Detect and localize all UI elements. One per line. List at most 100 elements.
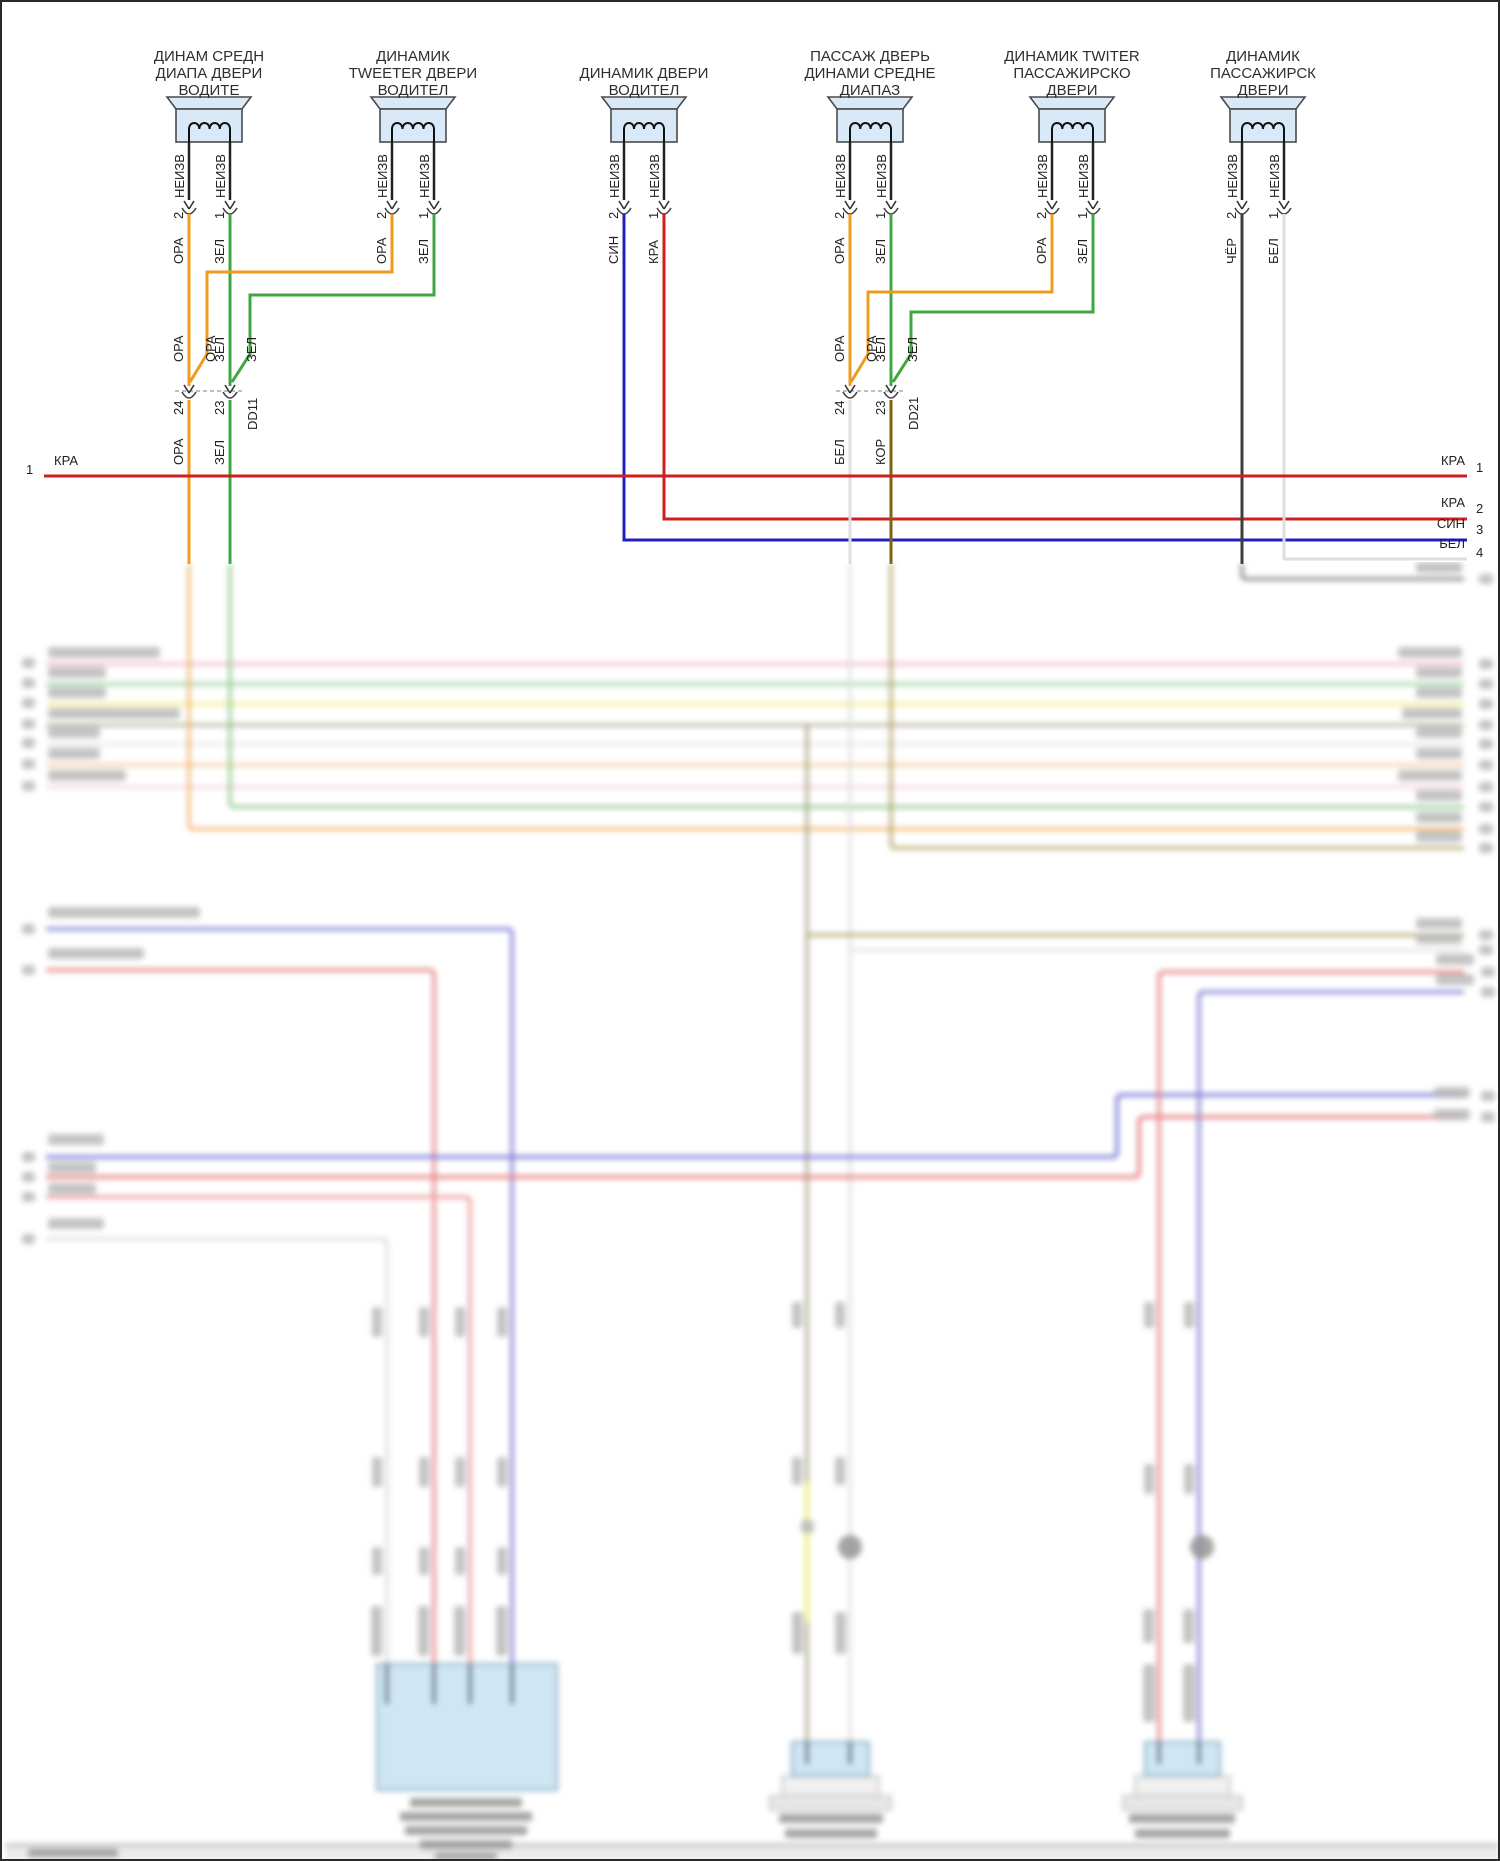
blurred-label-blob — [1416, 727, 1462, 738]
wire-color-label: ОРА — [374, 237, 389, 264]
blurred-label-blob — [1479, 699, 1493, 709]
bus-number-right: 1 — [1476, 460, 1484, 475]
bus-label-right: КРА — [1440, 495, 1465, 510]
blurred-label-blob — [1479, 802, 1493, 812]
blurred-label-blob — [372, 1307, 382, 1337]
blurred-label-blob — [48, 948, 144, 959]
blurred-label-blob — [372, 1547, 382, 1575]
blurred-label-blob — [1479, 739, 1493, 749]
blurred-label-blob — [22, 719, 35, 729]
blurred-label-blob — [1479, 760, 1493, 770]
blurred-label-blob — [1481, 967, 1495, 977]
blurred-label-blob — [372, 1457, 382, 1487]
blurred-label-blob — [22, 658, 35, 668]
speaker-title: ДИНАМИК — [1226, 48, 1300, 65]
blurred-label-blob — [22, 1234, 35, 1244]
bus-label-right: БЕЛ — [1439, 536, 1465, 551]
blurred-text-blob — [400, 1812, 532, 1821]
blurred-label-blob — [801, 1520, 814, 1533]
blurred-label-blob — [1402, 708, 1462, 719]
speaker-title: ДИАПАЗ — [839, 82, 901, 99]
blurred-label-blob — [48, 748, 100, 759]
blurred-label-blob — [1434, 1109, 1470, 1120]
blurred-label-blob — [1479, 945, 1493, 955]
blurred-label-blob — [48, 1183, 96, 1194]
component-box-1 — [376, 1663, 558, 1791]
blurred-label-blob — [1183, 1609, 1194, 1643]
blurred-label-blob — [22, 698, 35, 708]
splice-node — [838, 1535, 862, 1559]
blurred-label-blob — [1144, 1464, 1154, 1494]
blurred-label-blob — [22, 1192, 35, 1202]
blurred-label-blob — [455, 1547, 465, 1575]
blurred-region — [2, 562, 1498, 1859]
blurred-label-blob — [1416, 790, 1462, 801]
blurred-label-blob — [792, 1302, 802, 1328]
blurred-label-blob — [1184, 1464, 1194, 1494]
blurred-label-blob — [22, 1172, 35, 1182]
wire-color-label: ОРА — [171, 438, 186, 465]
blurred-label-blob — [1481, 987, 1495, 997]
blurred-label-blob — [48, 770, 126, 781]
blurred-label-blob — [419, 1547, 429, 1575]
blurred-label-blob — [497, 1307, 507, 1337]
blurred-label-blob — [1143, 1664, 1155, 1722]
blurred-text-blob — [779, 1814, 883, 1823]
connector-dd21-symbol — [836, 384, 905, 399]
blurred-label-blob — [1183, 1664, 1195, 1722]
wire-color-label: ОРА — [1034, 237, 1049, 264]
speaker-title: ДИНАМИК TWITER — [1004, 48, 1140, 65]
connector-dd11-symbol — [175, 384, 244, 399]
connector-name-label: DD21 — [906, 396, 921, 430]
blurred-label-blob — [1481, 1091, 1495, 1101]
blurred-label-blob — [1416, 812, 1462, 823]
speaker-title: ПАССАЖ ДВЕРЬ — [810, 48, 930, 65]
blurred-label-blob — [792, 1457, 802, 1485]
blurred-label-blob — [48, 727, 100, 738]
blurred-label-blob — [418, 1606, 429, 1656]
wire-zel-spk5 — [891, 214, 1095, 383]
component-box-3 — [1122, 1741, 1243, 1811]
blurred-label-blob — [1481, 1112, 1495, 1122]
blurred-label-blob — [1416, 933, 1462, 944]
wire-color-label: КРА — [646, 239, 661, 264]
blurred-text-blob — [1135, 1829, 1230, 1838]
blurred-label-blob — [1436, 954, 1474, 965]
wire-color-label: ЗЕЛ — [873, 238, 888, 264]
blurred-label-blob — [1436, 974, 1474, 985]
wire-ora-spk5 — [849, 214, 1054, 383]
blurred-label-blob — [792, 1612, 803, 1654]
blurred-label-blob — [1416, 667, 1462, 678]
blurred-label-blob — [1416, 562, 1462, 573]
bus-label-left: КРА — [54, 453, 79, 468]
blurred-label-blob — [1479, 574, 1493, 584]
speaker-title: ПАССАЖИРСКО — [1013, 65, 1131, 82]
speaker-title: ВОДИТЕЛ — [608, 82, 680, 99]
blurred-text-blob — [420, 1840, 512, 1849]
blurred-label-blob — [835, 1457, 845, 1485]
bus-label-right: КРА — [1440, 453, 1465, 468]
speaker-title: ДИНАМ СРЕДН — [153, 48, 265, 65]
blurred-label-blob — [1184, 1302, 1194, 1328]
blurred-label-blob — [48, 708, 180, 719]
speaker-title: ДИАПА ДВЕРИ — [155, 65, 263, 82]
blurred-label-blob — [48, 1134, 104, 1145]
blurred-label-blob — [1144, 1302, 1154, 1328]
blurred-label-blob — [1416, 831, 1462, 842]
speaker-symbol-3 — [600, 96, 688, 200]
blurred-label-blob — [22, 1152, 35, 1162]
connector-name-label: DD11 — [245, 397, 260, 430]
blurred-label-blob — [1398, 770, 1462, 781]
blurred-label-blob — [497, 1547, 507, 1575]
wire-sin-spk3 — [622, 214, 1467, 542]
blurred-label-blob — [48, 1162, 96, 1173]
wire-color-label: БЕЛ — [1266, 238, 1281, 264]
blurred-text-blob — [785, 1829, 877, 1838]
blurred-label-blob — [1479, 720, 1493, 730]
blurred-label-blob — [419, 1307, 429, 1337]
wire-kra-spk3 — [662, 214, 1467, 521]
blurred-label-blob — [1479, 679, 1493, 689]
wire-color-label: СИН — [606, 235, 621, 264]
